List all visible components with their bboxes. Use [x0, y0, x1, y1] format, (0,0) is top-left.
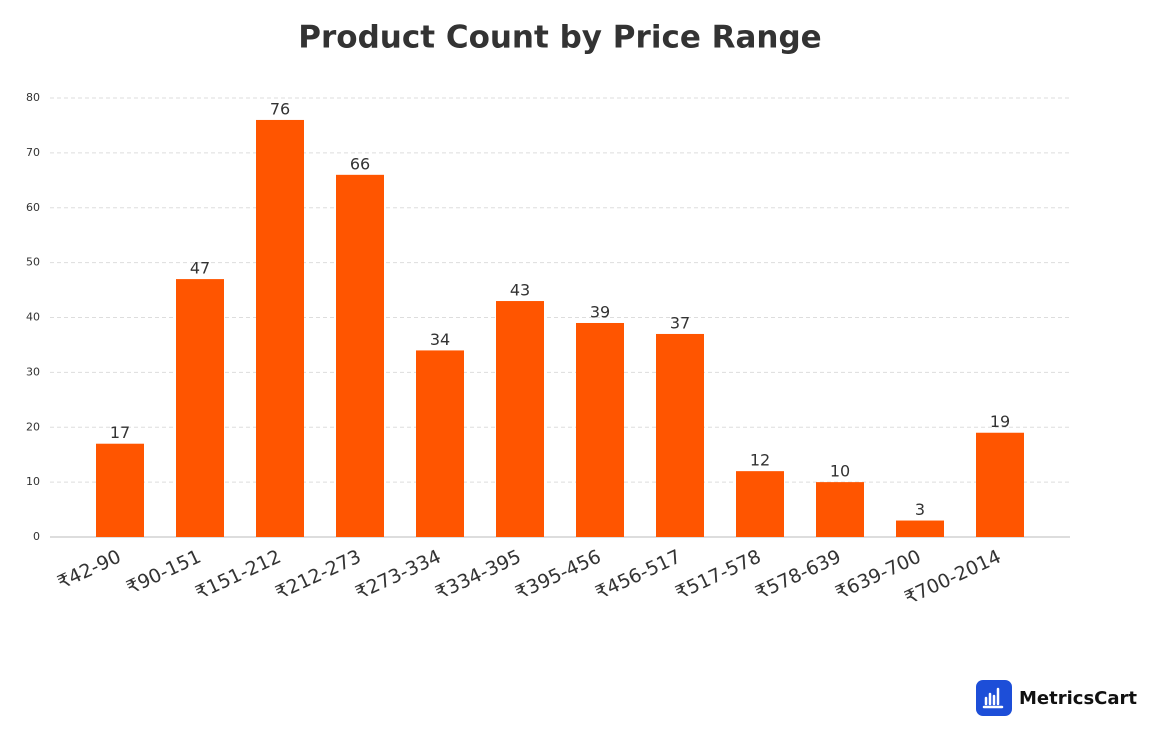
- value-label: 19: [990, 412, 1010, 431]
- y-tick-label: 70: [26, 146, 40, 159]
- value-label: 43: [510, 281, 530, 300]
- x-tick-label: ₹42-90: [54, 546, 124, 594]
- x-tick-label: ₹212-273: [272, 546, 364, 605]
- x-tick-label: ₹517-578: [672, 546, 764, 605]
- bar: [976, 432, 1024, 537]
- x-tick-label: ₹456-517: [592, 546, 684, 605]
- value-label: 34: [430, 330, 450, 349]
- bar: [736, 471, 784, 537]
- y-tick-label: 30: [26, 365, 40, 378]
- bar: [576, 322, 624, 537]
- y-tick-label: 20: [26, 420, 40, 433]
- value-label: 12: [750, 451, 770, 470]
- logo-text: MetricsCart: [1019, 688, 1137, 709]
- y-tick-label: 60: [26, 201, 40, 214]
- bar: [896, 520, 944, 537]
- y-tick-label: 0: [33, 530, 40, 543]
- value-label: 37: [670, 313, 690, 332]
- y-tick-label: 10: [26, 475, 40, 488]
- bar: [416, 350, 464, 537]
- chart-title: Product Count by Price Range: [298, 20, 821, 56]
- bar: [96, 443, 144, 537]
- bar: [496, 301, 544, 537]
- y-tick-label: 40: [26, 311, 40, 324]
- x-tick-label: ₹273-334: [352, 546, 444, 605]
- x-tick-label: ₹578-639: [752, 546, 844, 605]
- x-tick-label: ₹395-456: [512, 546, 604, 605]
- bar: [656, 333, 704, 537]
- bar: [256, 119, 304, 537]
- x-tick-label: ₹334-395: [432, 546, 524, 605]
- x-tick-label: ₹151-212: [192, 546, 284, 605]
- value-label: 39: [590, 302, 610, 321]
- y-tick-label: 50: [26, 256, 40, 269]
- bar: [176, 279, 224, 537]
- logo: MetricsCart: [976, 680, 1137, 716]
- bar: [816, 482, 864, 537]
- value-label: 47: [190, 259, 210, 278]
- value-label: 76: [270, 99, 290, 118]
- x-tick-label: ₹90-151: [123, 546, 204, 599]
- value-label: 17: [110, 423, 130, 442]
- value-label: 66: [350, 154, 370, 173]
- bar: [336, 174, 384, 537]
- value-label: 3: [915, 500, 925, 519]
- y-tick-label: 80: [26, 91, 40, 104]
- value-label: 10: [830, 462, 850, 481]
- logo-glyph: [982, 687, 1004, 709]
